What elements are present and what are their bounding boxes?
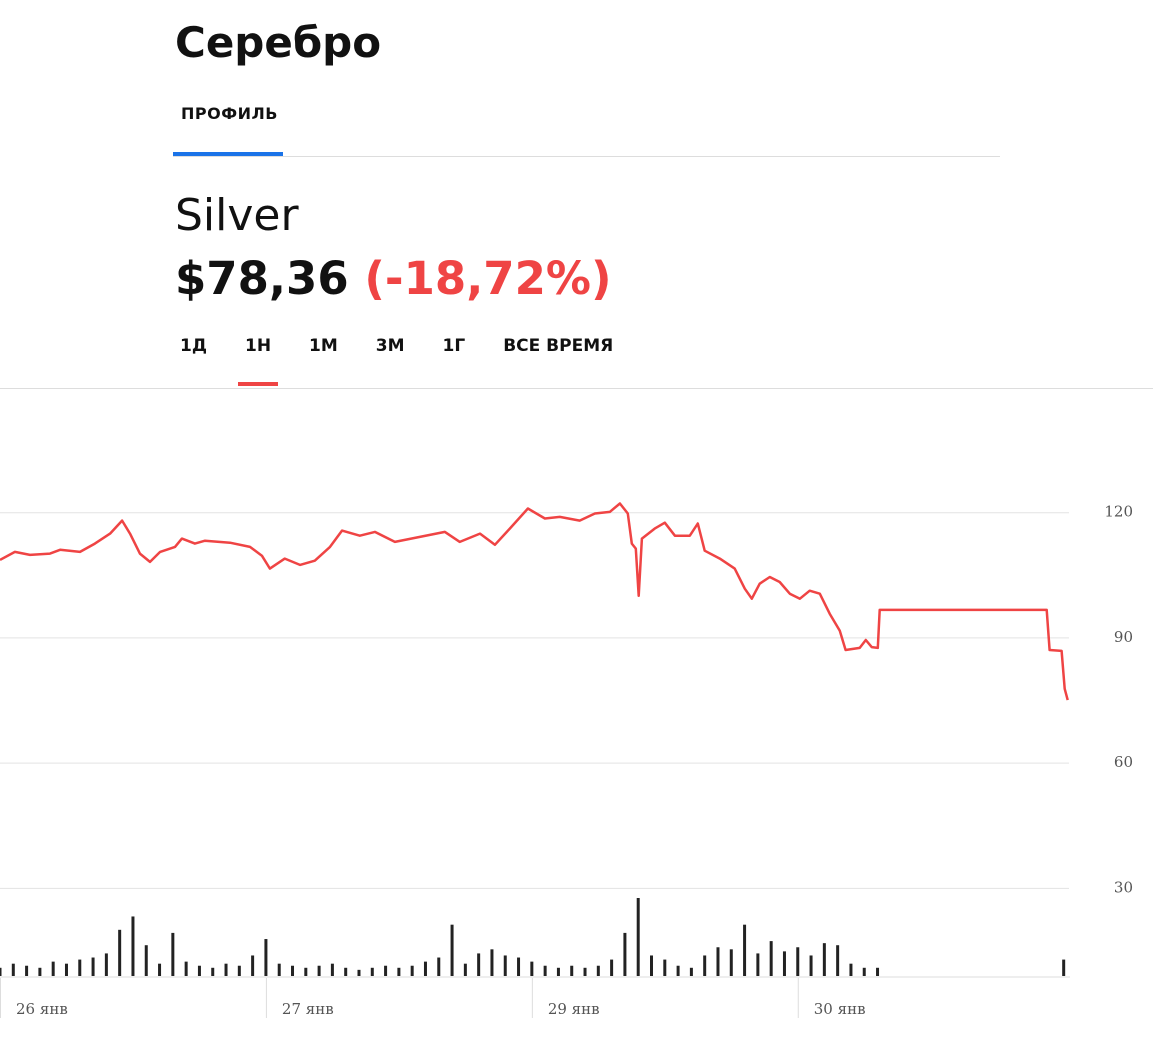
volume-bar	[862, 967, 866, 976]
volume-bar	[423, 961, 427, 976]
volume-bar	[25, 965, 29, 976]
volume-bar	[503, 955, 507, 976]
volume-bar	[330, 963, 334, 976]
y-tick-label: 90	[1114, 628, 1133, 646]
volume-bar	[171, 932, 175, 976]
y-tick-label: 30	[1114, 878, 1133, 896]
x-tick-label: 26 янв	[16, 1000, 68, 1018]
volume-bar	[756, 953, 760, 976]
volume-bar	[809, 955, 813, 976]
volume-bar	[570, 965, 574, 976]
volume-bar	[237, 965, 241, 976]
volume-bar	[144, 945, 148, 976]
x-tick-label: 30 янв	[814, 1000, 866, 1018]
volume-bar	[131, 916, 135, 976]
volume-bar	[304, 967, 308, 976]
x-tick-label: 29 янв	[548, 1000, 600, 1018]
volume-bar	[596, 965, 600, 976]
volume-bar	[689, 967, 693, 976]
volume-bar	[118, 929, 122, 976]
volume-bar	[291, 965, 295, 976]
volume-bar	[716, 947, 720, 976]
volume-bar	[197, 965, 201, 976]
volume-bar	[743, 924, 747, 976]
range-button[interactable]: ВСЕ ВРЕМЯ	[503, 336, 614, 356]
asset-name: Silver	[175, 190, 299, 241]
price-line	[0, 502, 1069, 701]
range-button[interactable]: 3М	[375, 336, 405, 356]
volume-bar	[876, 967, 880, 976]
volume-bar	[1062, 959, 1066, 976]
volume-bar	[437, 957, 441, 976]
volume-bar	[463, 963, 467, 976]
volume-bar	[729, 949, 733, 976]
volume-bar	[264, 939, 268, 976]
volume-bar	[650, 955, 654, 976]
volume-bar	[410, 965, 414, 976]
volume-bar	[849, 963, 853, 976]
range-indicator	[237, 382, 279, 386]
x-tick-label: 27 янв	[282, 1000, 334, 1018]
volume-bar	[11, 963, 15, 976]
volume-bar	[610, 959, 614, 976]
volume-bar	[91, 957, 95, 976]
volume-bar	[104, 953, 108, 976]
tab[interactable]: ПРОФИЛЬ	[181, 104, 278, 123]
volume-bar	[370, 967, 374, 976]
volume-bar	[517, 957, 521, 976]
volume-bar	[397, 967, 401, 976]
volume-bar	[450, 924, 454, 976]
volume-bar	[543, 965, 547, 976]
volume-bar	[769, 941, 773, 976]
volume-bar	[796, 947, 800, 976]
volume-bar	[583, 967, 587, 976]
volume-bar	[38, 967, 42, 976]
price-line: $78,36 (-18,72%)	[175, 252, 612, 305]
page-title: Серебро	[175, 18, 382, 67]
tab-indicator	[173, 152, 283, 156]
price-change: (-18,72%)	[364, 252, 612, 305]
price: $78,36	[175, 252, 349, 305]
volume-bar	[224, 963, 228, 976]
volume-bar	[0, 967, 2, 976]
range-button[interactable]: 1М	[309, 336, 338, 356]
volume-bar	[277, 963, 281, 976]
volume-bar	[636, 898, 640, 976]
divider	[173, 156, 1000, 157]
range-button[interactable]: 1Г	[442, 336, 466, 356]
divider	[0, 388, 1153, 389]
volume-bar	[344, 967, 348, 976]
volume-bar	[530, 961, 534, 976]
volume-bar	[676, 965, 680, 976]
volume-bar	[836, 945, 840, 976]
volume-bar	[384, 965, 388, 976]
volume-bar	[623, 932, 627, 976]
volume-bar	[64, 963, 68, 976]
volume-bar	[703, 955, 707, 976]
volume-bar	[78, 959, 82, 976]
volume-bar	[184, 961, 188, 976]
range-selector: 1Д 1Н 1М 3М 1Г ВСЕ ВРЕМЯ	[180, 336, 651, 386]
volume-bar	[490, 949, 494, 976]
range-button[interactable]: 1Н	[237, 336, 279, 386]
volume-bar	[51, 961, 55, 976]
volume-bar	[477, 953, 481, 976]
y-tick-label: 60	[1114, 753, 1133, 771]
volume-bar	[663, 959, 667, 976]
range-button[interactable]: 1Д	[180, 336, 207, 356]
volume-bar	[158, 963, 162, 976]
volume-bar	[211, 967, 215, 976]
volume-bar	[782, 951, 786, 976]
volume-bar	[251, 955, 255, 976]
volume-bar	[556, 967, 560, 976]
volume-bar	[822, 943, 826, 976]
volume-bar	[357, 969, 361, 976]
volume-bar	[317, 965, 321, 976]
y-tick-label: 120	[1104, 503, 1133, 521]
